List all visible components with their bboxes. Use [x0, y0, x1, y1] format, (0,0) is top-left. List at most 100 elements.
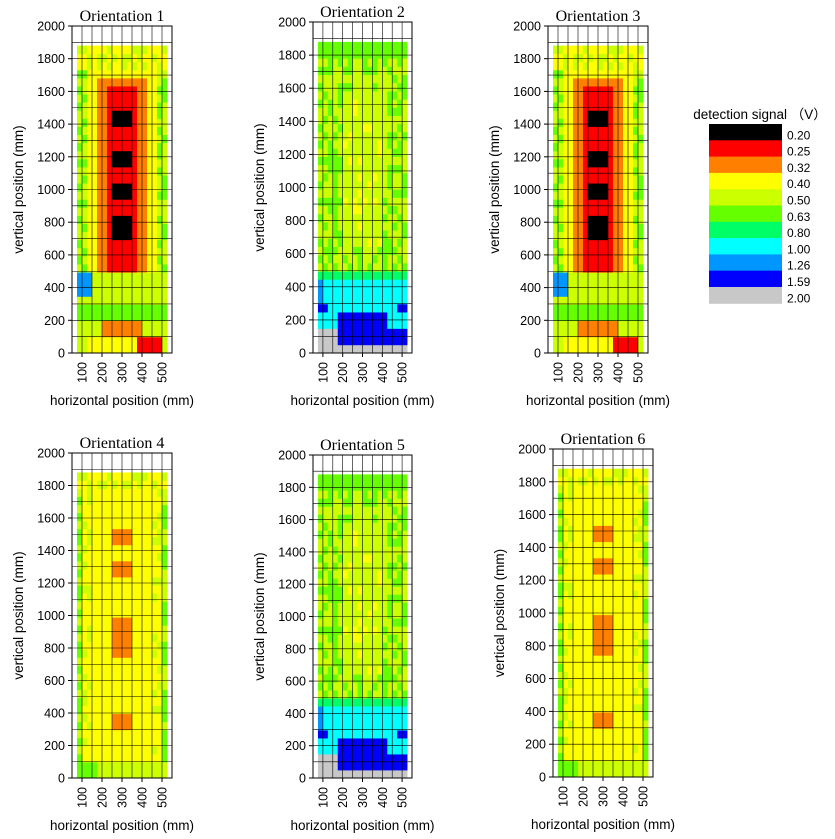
heatmap-cell	[332, 99, 339, 108]
heatmap-cell	[152, 175, 158, 184]
heatmap-cell	[102, 480, 108, 489]
heatmap-cell	[598, 45, 604, 55]
heatmap-cell	[77, 175, 83, 184]
heatmap-cell	[132, 512, 138, 522]
heatmap-cell	[392, 328, 398, 338]
heatmap-cell	[623, 630, 629, 640]
heatmap-cell	[142, 166, 148, 176]
heatmap-cell	[117, 150, 123, 160]
heatmap-cell	[402, 74, 408, 84]
heatmap-cell	[162, 215, 168, 224]
heatmap-cell	[638, 320, 644, 330]
heatmap-cell	[157, 134, 163, 144]
heatmap-cell	[618, 118, 624, 127]
heatmap-cell	[97, 110, 103, 119]
heatmap-cell	[332, 570, 339, 579]
heatmap-cell	[122, 215, 128, 224]
heatmap-cell	[337, 642, 344, 651]
heatmap-cell	[583, 304, 589, 313]
heatmap-cell	[372, 586, 378, 595]
heatmap-cell	[77, 199, 83, 208]
heatmap-cell	[573, 663, 579, 672]
heatmap-cell	[332, 618, 339, 627]
heatmap-cell	[387, 107, 393, 116]
heatmap-cell	[162, 544, 168, 554]
heatmap-cell	[122, 312, 128, 322]
heatmap-cell	[623, 679, 629, 689]
heatmap-cell	[337, 336, 344, 346]
heatmap-cell	[342, 698, 349, 707]
heatmap-cell	[92, 544, 98, 554]
heatmap-cell	[563, 336, 569, 346]
heatmap-cell	[402, 205, 408, 215]
heatmap-cell	[137, 86, 143, 95]
heatmap-cell	[553, 231, 559, 241]
heatmap-cell	[127, 673, 133, 682]
heatmap-cell	[87, 665, 93, 674]
heatmap-cell	[618, 207, 624, 216]
heatmap-cell	[332, 490, 339, 499]
heatmap-cell	[603, 207, 609, 216]
heatmap-cell	[573, 166, 579, 176]
heatmap-cell	[147, 472, 153, 481]
heatmap-cell	[337, 90, 344, 100]
heatmap-cell	[147, 544, 153, 554]
heatmap-cell	[372, 254, 378, 264]
y-tick-label: 1800	[278, 49, 306, 63]
heatmap-cell	[643, 695, 649, 705]
y-tick-label: 0	[534, 347, 541, 361]
heatmap-cell	[357, 312, 363, 321]
heatmap-cell	[392, 50, 398, 59]
heatmap-cell	[157, 158, 163, 168]
heatmap-cell	[317, 115, 324, 125]
heatmap-cell	[392, 172, 398, 182]
heatmap-cell	[117, 53, 123, 63]
heatmap-cell	[387, 246, 393, 256]
heatmap-cell	[618, 304, 624, 313]
heatmap-cell	[392, 530, 398, 539]
heatmap-cell	[357, 586, 363, 595]
heatmap-cell	[97, 697, 103, 707]
heatmap-cell	[357, 107, 363, 116]
heatmap-cell	[127, 568, 133, 578]
heatmap-cell	[613, 647, 619, 656]
heatmap-cell	[563, 183, 569, 192]
heatmap-cell	[633, 142, 639, 152]
heatmap-cell	[593, 175, 599, 184]
heatmap-cell	[97, 142, 103, 152]
heatmap-cell	[573, 752, 579, 762]
heatmap-cell	[122, 61, 128, 71]
heatmap-cell	[608, 191, 614, 200]
heatmap-cell	[77, 207, 83, 216]
heatmap-cell	[553, 150, 559, 160]
heatmap-cell	[132, 86, 138, 95]
heatmap-cell	[77, 536, 83, 546]
heatmap-cell	[382, 586, 388, 595]
heatmap-cell	[162, 288, 168, 297]
heatmap-cell	[578, 712, 584, 721]
heatmap-cell	[122, 304, 128, 313]
heatmap-cell	[107, 705, 113, 715]
heatmap-cell	[372, 279, 378, 288]
heatmap-cell	[583, 493, 589, 502]
heatmap-cell	[87, 480, 93, 489]
heatmap-cell	[402, 156, 408, 166]
heatmap-cell	[347, 738, 353, 747]
y-tick-label: 400	[285, 280, 306, 294]
heatmap-cell	[337, 50, 344, 59]
heatmap-cell	[337, 287, 344, 297]
heatmap-panel-2: 0200400600800100012001400160018002000100…	[252, 4, 435, 408]
heatmap-cell	[357, 328, 363, 338]
heatmap-cell	[593, 77, 599, 87]
heatmap-cell	[633, 296, 639, 305]
heatmap-cell	[97, 769, 103, 779]
heatmap-cell	[573, 760, 579, 770]
heatmap-cell	[97, 320, 103, 330]
y-tick-label: 1400	[513, 118, 541, 132]
heatmap-cell	[593, 118, 599, 127]
y-tick-label: 1800	[513, 52, 541, 66]
heatmap-panels: 0200400600800100012001400160018002000100…	[11, 4, 675, 833]
heatmap-cell	[132, 288, 138, 297]
heatmap-cell	[568, 639, 574, 648]
heatmap-cell	[317, 99, 324, 108]
